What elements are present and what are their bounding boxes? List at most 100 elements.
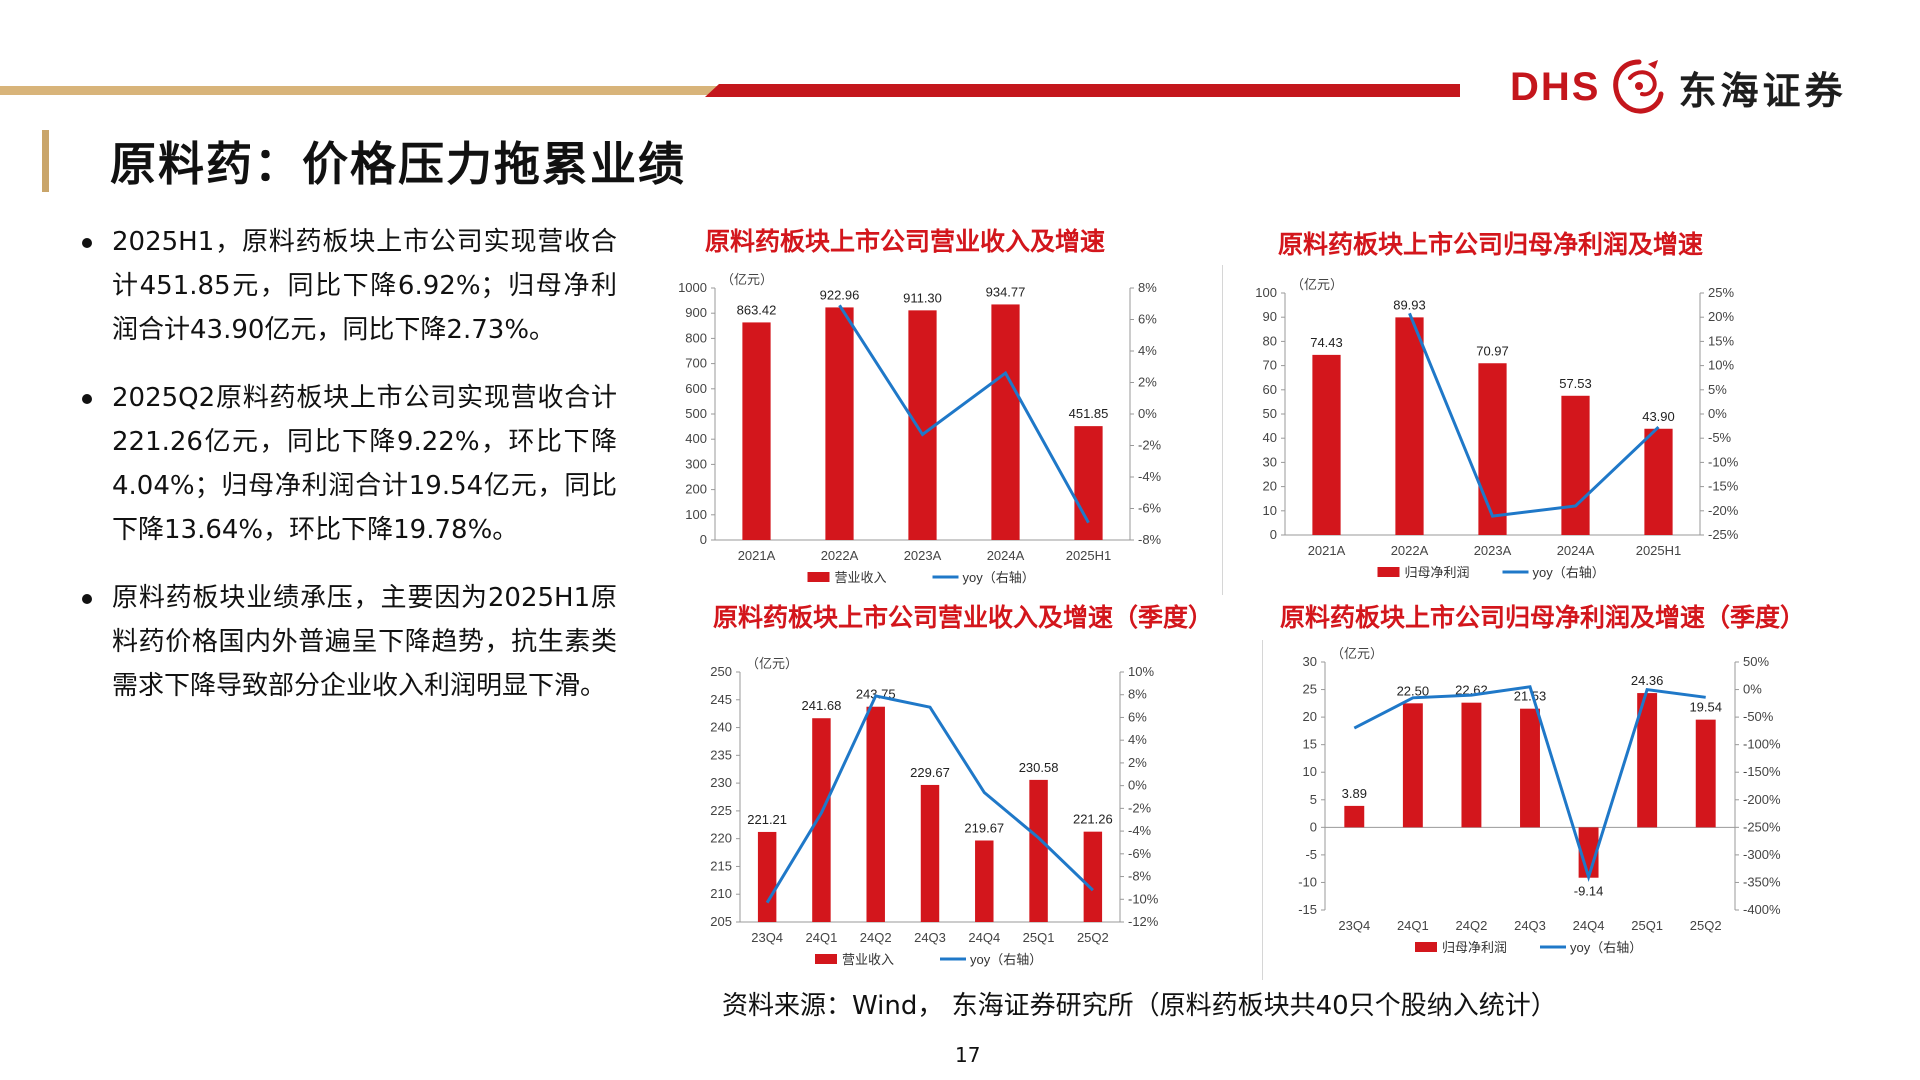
y2-tick-label: 5%: [1708, 382, 1727, 397]
y-tick-label: 100: [1255, 285, 1277, 300]
y-tick-label: 5: [1310, 792, 1317, 807]
y2-tick-label: -350%: [1743, 874, 1781, 889]
y2-tick-label: 6%: [1138, 312, 1157, 327]
data-label: 19.54: [1689, 700, 1722, 715]
y-tick-label: 100: [685, 507, 707, 522]
yoy-line: [1408, 312, 1660, 518]
legend-swatch-bar: [1377, 567, 1400, 577]
data-label: 74.43: [1310, 335, 1343, 350]
bullet-item: 原料药板块业绩承压，主要因为2025H1原料药价格国内外普遍呈下降趋势，抗生素类…: [82, 576, 617, 708]
y-tick-label: 50: [1263, 406, 1277, 421]
y-tick-label: 80: [1263, 333, 1277, 348]
legend-label: 归母净利润: [1442, 940, 1507, 955]
y2-tick-label: 8%: [1138, 280, 1157, 295]
y2-tick-label: -10%: [1708, 454, 1739, 469]
y-tick-label: 215: [710, 858, 732, 873]
y2-tick-label: -400%: [1743, 902, 1781, 917]
x-tick-label: 24Q2: [860, 930, 892, 945]
header-stripe: [0, 84, 1460, 97]
bar: [1478, 363, 1507, 535]
bar: [1074, 426, 1103, 540]
y2-tick-label: 15%: [1708, 333, 1734, 348]
legend-label: 营业收入: [835, 570, 887, 585]
x-tick-label: 2024A: [987, 548, 1025, 563]
y2-tick-label: 6%: [1128, 709, 1147, 724]
bar: [1461, 702, 1482, 828]
y2-tick-label: 20%: [1708, 309, 1734, 324]
legend-swatch-bar: [1415, 942, 1437, 952]
bar: [1029, 779, 1048, 922]
y-tick-label: 30: [1303, 654, 1317, 669]
company-logo: DHS 东海证券: [1510, 52, 1846, 122]
chart-title: 原料药板块上市公司归母净利润及增速（季度）: [1280, 603, 1806, 632]
y2-tick-label: 4%: [1138, 343, 1157, 358]
chart-title: 原料药板块上市公司营业收入及增速（季度）: [713, 603, 1214, 632]
x-tick-label: 24Q1: [1397, 918, 1429, 933]
bar: [1395, 317, 1424, 535]
y2-tick-label: -5%: [1708, 430, 1732, 445]
y-tick-label: 900: [685, 305, 707, 320]
data-label: 863.42: [737, 302, 777, 317]
data-label: 57.53: [1559, 376, 1592, 391]
x-tick-label: 2021A: [1308, 543, 1346, 558]
data-label: 24.36: [1631, 673, 1664, 688]
annual-revenue-chart: （亿元） 0 100 200 300 400 500 600 700 800 900 1000 -8% -…: [678, 272, 1162, 585]
y2-tick-label: -6%: [1138, 501, 1162, 516]
bullet-text: 2025Q2原料药板块上市公司实现营收合计221.26亿元，同比下降9.22%，…: [112, 383, 617, 545]
bar: [1695, 719, 1716, 828]
legend-label: yoy（右轴）: [963, 570, 1035, 585]
x-tick-label: 25Q2: [1077, 930, 1109, 945]
y-tick-label: 0: [700, 532, 707, 547]
y2-tick-label: -150%: [1743, 764, 1781, 779]
y2-tick-label: -250%: [1743, 819, 1781, 834]
bullet-item: 2025Q2原料药板块上市公司实现营收合计221.26亿元，同比下降9.22%，…: [82, 376, 617, 552]
bar: [1344, 805, 1365, 828]
y-tick-label: 10: [1303, 764, 1317, 779]
y-tick-label: 250: [710, 664, 732, 679]
y2-tick-label: -6%: [1128, 846, 1152, 861]
y-tick-label: 205: [710, 914, 732, 929]
bar: [1644, 428, 1673, 535]
data-label: 70.97: [1476, 343, 1509, 358]
bullet-text: 2025H1，原料药板块上市公司实现营收合计451.85元，同比下降6.92%；…: [112, 227, 617, 345]
x-tick-label: 25Q1: [1023, 930, 1055, 945]
y-tick-label: 230: [710, 775, 732, 790]
x-tick-label: 24Q1: [806, 930, 838, 945]
legend-label: 营业收入: [842, 952, 894, 967]
bar: [1561, 395, 1590, 535]
bullet-list: 2025H1，原料药板块上市公司实现营收合计451.85元，同比下降6.92%；…: [82, 220, 617, 732]
unit-label: （亿元）: [1331, 646, 1383, 661]
dragon-logo-icon: [1613, 59, 1664, 114]
y2-tick-label: -200%: [1743, 792, 1781, 807]
y-tick-label: 600: [685, 381, 707, 396]
unit-label: （亿元）: [1291, 277, 1343, 292]
y2-tick-label: 0%: [1708, 406, 1727, 421]
logo-en: DHS: [1510, 64, 1601, 109]
data-label: 43.90: [1642, 409, 1675, 424]
chart-divider: [1262, 640, 1263, 980]
y2-tick-label: 2%: [1128, 755, 1147, 770]
y-tick-label: 0: [1270, 527, 1277, 542]
data-label: 229.67: [910, 765, 950, 780]
bar: [1637, 693, 1658, 828]
unit-label: （亿元）: [721, 272, 773, 287]
page-title: 原料药：价格压力拖累业绩: [110, 137, 686, 191]
bar: [742, 322, 771, 540]
y2-tick-label: -10%: [1128, 891, 1159, 906]
yoy-line: [838, 304, 1090, 524]
bullet-item: 2025H1，原料药板块上市公司实现营收合计451.85元，同比下降6.92%；…: [82, 220, 617, 352]
y-tick-label: 20: [1303, 709, 1317, 724]
x-tick-label: 2024A: [1557, 543, 1595, 558]
chart-title: 原料药板块上市公司营业收入及增速: [705, 227, 1106, 256]
y-tick-label: 235: [710, 747, 732, 762]
y-tick-label: 90: [1263, 309, 1277, 324]
y-tick-label: 1000: [678, 280, 707, 295]
bar: [908, 310, 937, 540]
y2-tick-label: -2%: [1138, 438, 1162, 453]
y2-tick-label: -100%: [1743, 737, 1781, 752]
annual-profit-chart: （亿元） 0 10 20 30 40 50 60 70 80 90 100 -25% -20% -15% -1…: [1255, 277, 1739, 580]
x-tick-label: 2022A: [821, 548, 859, 563]
title-accent-bar: [42, 130, 49, 192]
data-label: 922.96: [820, 287, 860, 302]
y-tick-label: 500: [685, 406, 707, 421]
